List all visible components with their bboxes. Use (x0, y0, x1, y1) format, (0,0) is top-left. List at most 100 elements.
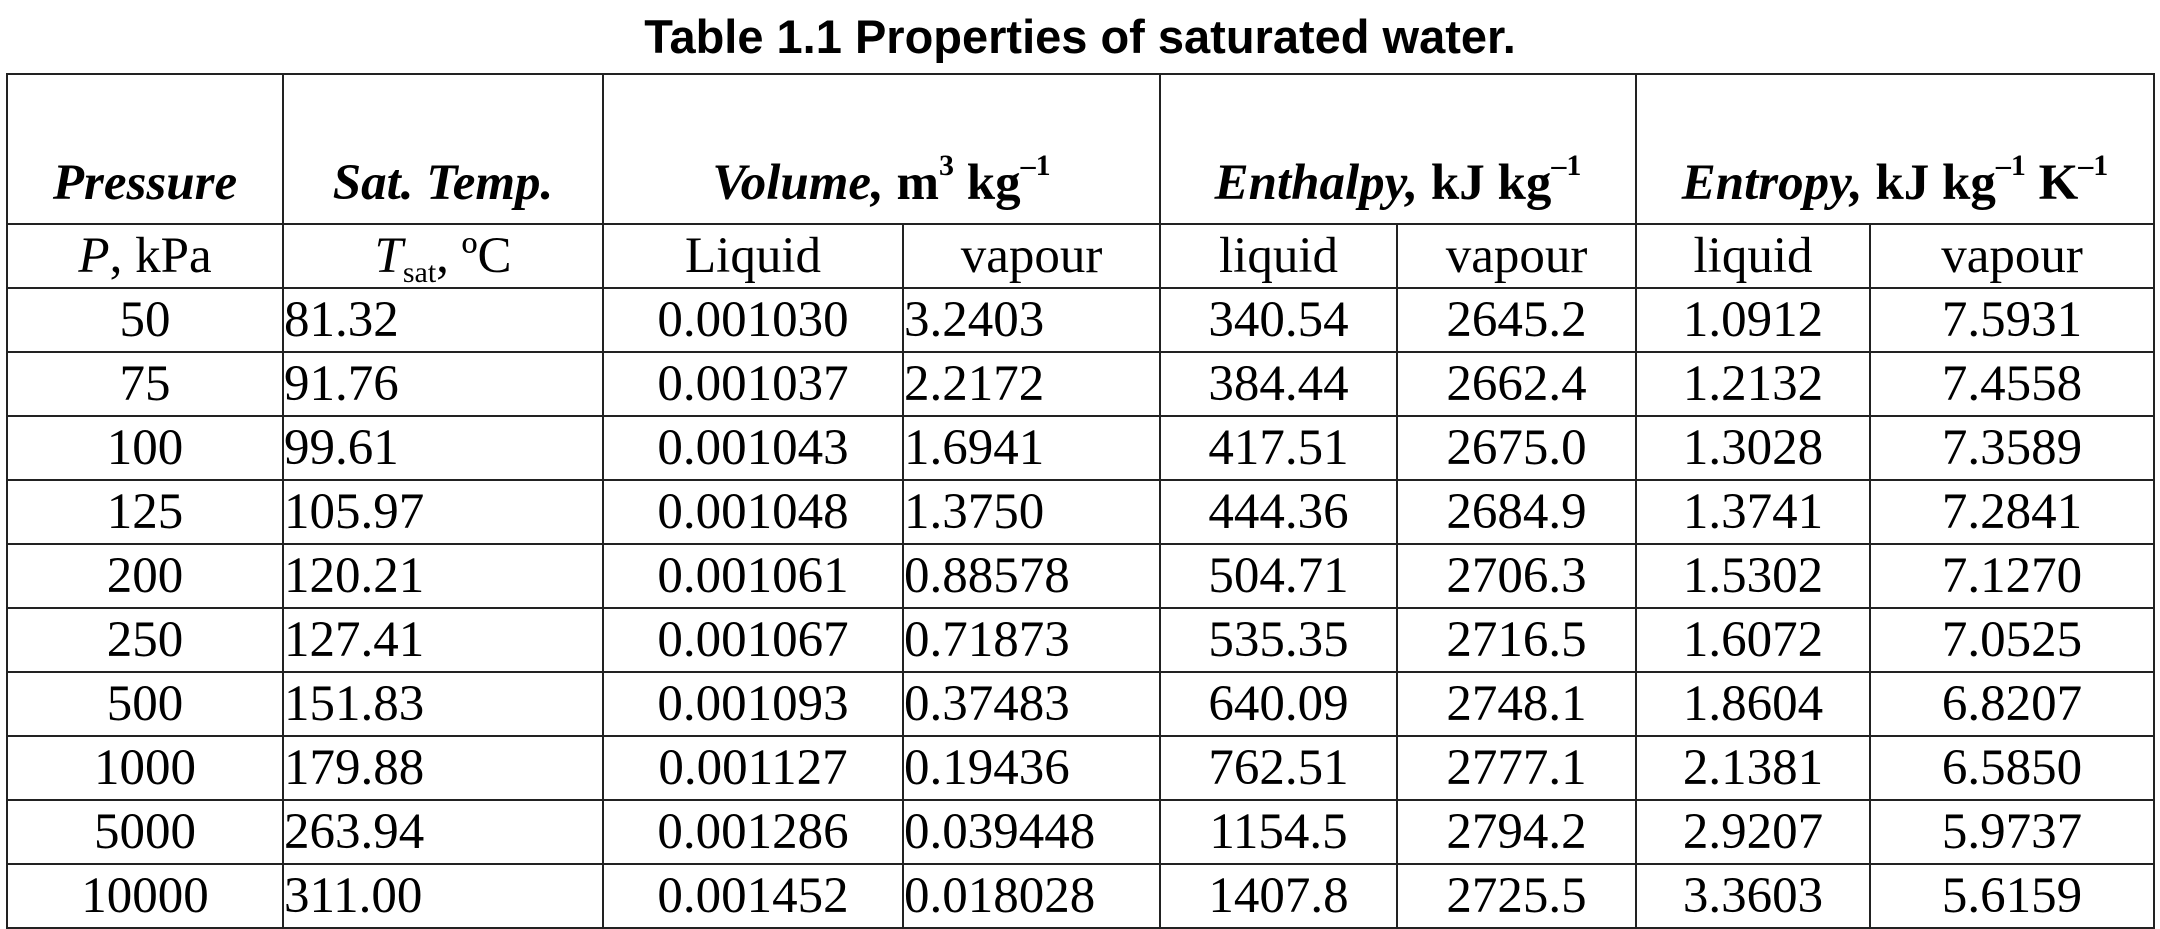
cell-volume-vapour: 0.018028 (902, 863, 1161, 929)
cell-enthalpy-liquid: 384.44 (1159, 351, 1398, 417)
table-row: 500 151.83 0.001093 0.37483 640.09 2748.… (6, 671, 2156, 737)
cell-volume-vapour: 0.37483 (902, 671, 1161, 737)
cell-volume-vapour: 0.19436 (902, 735, 1161, 801)
subheader-volume-liquid: Liquid (602, 223, 904, 289)
cell-pressure: 1000 (6, 735, 284, 801)
subheader-row: P, kPa Tsat, ºC Liquid vapour liquid vap… (6, 223, 2156, 289)
cell-sat-temp: 91.76 (282, 351, 604, 417)
cell-enthalpy-liquid: 762.51 (1159, 735, 1398, 801)
cell-entropy-vapour: 5.6159 (1868, 863, 2156, 929)
cell-entropy-liquid: 1.3741 (1635, 479, 1871, 545)
cell-enthalpy-vapour: 2675.0 (1396, 415, 1637, 481)
cell-entropy-liquid: 2.9207 (1635, 799, 1871, 865)
cell-enthalpy-vapour: 2725.5 (1396, 863, 1637, 929)
cell-volume-vapour: 0.039448 (902, 799, 1161, 865)
header-enthalpy: Enthalpy, kJ kg–1 (1159, 73, 1637, 225)
cell-pressure: 250 (6, 607, 284, 673)
cell-volume-liquid: 0.001061 (602, 543, 904, 609)
cell-sat-temp: 263.94 (282, 799, 604, 865)
cell-entropy-vapour: 7.3589 (1868, 415, 2156, 481)
cell-pressure: 100 (6, 415, 284, 481)
subheader-enthalpy-vapour: vapour (1396, 223, 1637, 289)
cell-pressure: 5000 (6, 799, 284, 865)
cell-entropy-liquid: 2.1381 (1635, 735, 1871, 801)
table-row: 1000 179.88 0.001127 0.19436 762.51 2777… (6, 735, 2156, 801)
cell-volume-liquid: 0.001048 (602, 479, 904, 545)
header-entropy: Entropy, kJ kg–1 K–1 (1634, 73, 2156, 225)
table-row: 125 105.97 0.001048 1.3750 444.36 2684.9… (6, 479, 2156, 545)
subheader-pressure-unit: P, kPa (6, 223, 284, 289)
cell-volume-vapour: 3.2403 (902, 287, 1161, 353)
table-row: 200 120.21 0.001061 0.88578 504.71 2706.… (6, 543, 2156, 609)
subheader-volume-vapour: vapour (902, 223, 1161, 289)
table-row: 100 99.61 0.001043 1.6941 417.51 2675.0 … (6, 415, 2156, 481)
cell-enthalpy-liquid: 504.71 (1159, 543, 1398, 609)
cell-volume-liquid: 0.001067 (602, 607, 904, 673)
cell-sat-temp: 81.32 (282, 287, 604, 353)
cell-sat-temp: 120.21 (282, 543, 604, 609)
cell-volume-liquid: 0.001043 (602, 415, 904, 481)
cell-enthalpy-vapour: 2706.3 (1396, 543, 1637, 609)
cell-pressure: 200 (6, 543, 284, 609)
cell-volume-liquid: 0.001127 (602, 735, 904, 801)
cell-volume-liquid: 0.001093 (602, 671, 904, 737)
cell-volume-liquid: 0.001037 (602, 351, 904, 417)
cell-pressure: 10000 (6, 863, 284, 929)
cell-enthalpy-vapour: 2716.5 (1396, 607, 1637, 673)
cell-enthalpy-vapour: 2748.1 (1396, 671, 1637, 737)
header-sat-temp: Sat. Temp. (282, 73, 604, 225)
cell-enthalpy-vapour: 2662.4 (1396, 351, 1637, 417)
table-row: 50 81.32 0.001030 3.2403 340.54 2645.2 1… (6, 287, 2156, 353)
table-row: 10000 311.00 0.001452 0.018028 1407.8 27… (6, 863, 2156, 929)
cell-volume-liquid: 0.001030 (602, 287, 904, 353)
cell-entropy-vapour: 7.2841 (1868, 479, 2156, 545)
cell-enthalpy-vapour: 2684.9 (1396, 479, 1637, 545)
header-volume: Volume, m3 kg–1 (602, 73, 1161, 225)
cell-volume-liquid: 0.001286 (602, 799, 904, 865)
subheader-entropy-liquid: liquid (1635, 223, 1871, 289)
cell-sat-temp: 179.88 (282, 735, 604, 801)
cell-sat-temp: 151.83 (282, 671, 604, 737)
cell-entropy-vapour: 6.5850 (1868, 735, 2156, 801)
cell-volume-liquid: 0.001452 (602, 863, 904, 929)
cell-entropy-liquid: 1.3028 (1635, 415, 1871, 481)
cell-sat-temp: 127.41 (282, 607, 604, 673)
cell-sat-temp: 311.00 (282, 863, 604, 929)
cell-pressure: 125 (6, 479, 284, 545)
cell-sat-temp: 99.61 (282, 415, 604, 481)
cell-entropy-liquid: 1.6072 (1635, 607, 1871, 673)
table-row: 250 127.41 0.001067 0.71873 535.35 2716.… (6, 607, 2156, 673)
cell-entropy-liquid: 1.0912 (1635, 287, 1871, 353)
cell-volume-vapour: 1.6941 (902, 415, 1161, 481)
cell-pressure: 50 (6, 287, 284, 353)
cell-entropy-liquid: 1.8604 (1635, 671, 1871, 737)
cell-entropy-vapour: 5.9737 (1868, 799, 2156, 865)
saturated-water-table: Pressure Sat. Temp. Volume, m3 kg–1 Enth… (6, 73, 2156, 929)
cell-entropy-vapour: 6.8207 (1868, 671, 2156, 737)
cell-enthalpy-liquid: 1154.5 (1159, 799, 1398, 865)
subheader-enthalpy-liquid: liquid (1159, 223, 1398, 289)
subheader-entropy-vapour: vapour (1868, 223, 2156, 289)
cell-enthalpy-vapour: 2645.2 (1396, 287, 1637, 353)
cell-entropy-vapour: 7.0525 (1868, 607, 2156, 673)
cell-entropy-vapour: 7.4558 (1868, 351, 2156, 417)
cell-enthalpy-vapour: 2794.2 (1396, 799, 1637, 865)
cell-enthalpy-liquid: 340.54 (1159, 287, 1398, 353)
cell-entropy-vapour: 7.1270 (1868, 543, 2156, 609)
header-row: Pressure Sat. Temp. Volume, m3 kg–1 Enth… (6, 73, 2156, 225)
cell-sat-temp: 105.97 (282, 479, 604, 545)
cell-enthalpy-vapour: 2777.1 (1396, 735, 1637, 801)
cell-entropy-liquid: 3.3603 (1635, 863, 1871, 929)
table-row: 75 91.76 0.001037 2.2172 384.44 2662.4 1… (6, 351, 2156, 417)
cell-volume-vapour: 2.2172 (902, 351, 1161, 417)
cell-enthalpy-liquid: 444.36 (1159, 479, 1398, 545)
cell-entropy-vapour: 7.5931 (1868, 287, 2156, 353)
cell-volume-vapour: 0.71873 (902, 607, 1161, 673)
cell-enthalpy-liquid: 417.51 (1159, 415, 1398, 481)
cell-volume-vapour: 0.88578 (902, 543, 1161, 609)
table-title: Table 1.1 Properties of saturated water. (644, 10, 1516, 63)
header-pressure: Pressure (6, 73, 284, 225)
subheader-temp-unit: Tsat, ºC (282, 223, 604, 289)
cell-entropy-liquid: 1.5302 (1635, 543, 1871, 609)
table-row: 5000 263.94 0.001286 0.039448 1154.5 279… (6, 799, 2156, 865)
